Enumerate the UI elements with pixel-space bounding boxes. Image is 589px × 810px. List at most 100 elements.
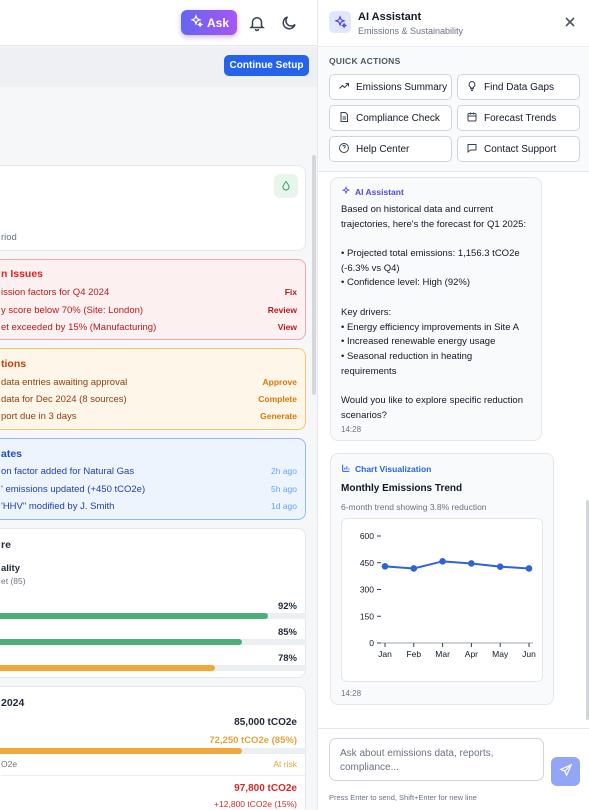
quality-subtitle: ality [1,563,21,574]
scrollbar[interactable] [312,155,316,395]
chart-title: Monthly Emissions Trend [341,483,463,494]
view-link[interactable]: View [277,322,297,332]
assistant-subtitle: Emissions & Sustainability [358,26,464,36]
sparkles-icon [189,14,204,31]
find-data-gaps-button[interactable]: Find Data Gaps [457,74,580,100]
message-line: Based on historical data and current [341,204,494,215]
update-row: ' emissions updated (+450 tCO2e) 5h ago [1,484,297,495]
chat-input[interactable]: Ask about emissions data, reports, compl… [329,738,544,781]
message-line: (-6.3% vs Q4) [341,262,400,274]
metric-card: riod [0,165,306,251]
message-time: 14:28 [341,689,362,698]
budget-title: 2024 [1,697,25,709]
message-line [341,379,541,394]
top-bar: Ask [0,0,317,46]
emissions-summary-button[interactable]: Emissions Summary [329,74,452,100]
data-point [381,563,389,570]
scrollbar[interactable] [586,500,589,720]
divider [1,775,305,776]
data-point [496,563,504,570]
x-tick-label: Apr [465,649,478,659]
quality-card: re ality et (85) 92% 85% 78% [0,528,307,678]
fix-link[interactable]: Fix [284,287,297,297]
budget-target: 85,000 tCO2e [234,717,297,728]
budget-actual: 72,250 tCO2e (85%) [209,735,297,746]
droplet-icon [274,174,298,198]
budget-card: 2024 85,000 tCO2e 72,250 tCO2e (85%) O2e… [0,686,307,810]
quality-bar-fill [0,613,268,619]
lightbulb-icon [466,80,478,95]
action-row: data entries awaiting approval Approve [1,377,297,388]
quick-actions: QUICK ACTIONS Emissions Summary Find Dat… [318,47,589,172]
series-line [384,560,530,570]
budget-projected: 97,800 tCO2e [234,783,297,794]
chat-input-area: Ask about emissions data, reports, compl… [318,728,589,810]
y-tick-label: 0 [369,638,374,648]
forecast-trends-button[interactable]: Forecast Trends [457,105,580,131]
update-row: on factor added for Natural Gas 2h ago [1,466,297,477]
send-icon [558,763,573,780]
chart-subtitle: 6-month trend showing 3.8% reduction [341,502,487,512]
message-line: • Increased renewable energy usage [341,336,496,348]
action-row: port due in 3 days Generate [1,411,297,422]
moon-icon[interactable] [280,14,298,32]
message-line: • Energy efficiency improvements in Site… [341,321,519,333]
quality-target: et (85) [1,576,26,586]
message-line: • Seasonal reduction in heating [341,350,473,362]
x-tick-label: Feb [406,649,421,659]
data-point [439,558,446,565]
ask-button[interactable]: Ask [181,10,237,35]
continue-setup-button[interactable]: Continue Setup [224,55,309,76]
budget-progress-fill [0,748,242,754]
contact-support-button[interactable]: Contact Support [457,136,580,162]
close-icon[interactable] [564,16,576,28]
bar-chart-icon [341,463,351,475]
issue-row: ission factors for Q4 2024 Fix [1,287,297,298]
quality-bar-label: 92% [277,601,297,612]
budget-delta: +12,800 tCO2e (15%) [214,799,297,809]
bell-icon[interactable] [248,14,266,32]
y-tick-label: 300 [360,585,374,595]
metric-period: riod [1,232,17,243]
approve-link[interactable]: Approve [262,377,297,387]
input-hint: Press Enter to send, Shift+Enter for new… [329,793,477,802]
updates-card: ates on factor added for Natural Gas 2h a… [0,438,306,520]
calendar-icon [466,111,478,126]
budget-status: At risk [273,759,297,769]
issues-title: n Issues [1,268,44,280]
emissions-line-chart: 0 150 300 450 600 Jan Feb Mar Apr May Jun [360,531,536,659]
message-line: requirements [341,365,397,377]
message-sender: AI Assistant [355,187,404,197]
budget-unit: O2e [1,759,18,769]
message-line: scenarios? [341,409,387,421]
assistant-title: AI Assistant [358,11,422,23]
message-line: Would you like to explore specific reduc… [341,394,524,406]
message-line: Key drivers: [341,306,392,318]
quality-bar-fill [0,665,215,671]
help-circle-icon [338,142,350,157]
chart-message: Chart Visualization Monthly Emissions Tr… [330,453,554,705]
message-line [341,291,541,306]
chart-container: 0 150 300 450 600 Jan Feb Mar Apr May Jun [341,518,543,682]
complete-link[interactable]: Complete [258,394,297,404]
data-point [468,560,475,567]
x-tick-label: May [492,649,509,659]
message-line: trajectories, here's the forecast for Q1… [341,218,527,230]
quality-bar-fill [0,639,242,645]
review-link[interactable]: Review [267,305,297,315]
message-time: 14:28 [341,425,362,434]
generate-link[interactable]: Generate [260,411,297,421]
trend-up-icon [338,80,350,95]
x-tick-label: Jun [522,649,536,659]
message-body: Based on historical data and current traj… [341,203,541,423]
data-point [525,565,533,572]
quality-bar-label: 85% [277,627,297,638]
help-center-button[interactable]: Help Center [329,136,452,162]
document-icon [338,111,350,126]
compliance-check-button[interactable]: Compliance Check [329,105,452,131]
y-tick-label: 600 [360,531,374,541]
assistant-panel: AI Assistant Emissions & Sustainability … [317,0,589,810]
send-button[interactable] [551,757,580,786]
chart-label: Chart Visualization [355,464,432,474]
sparkles-icon [329,11,351,33]
